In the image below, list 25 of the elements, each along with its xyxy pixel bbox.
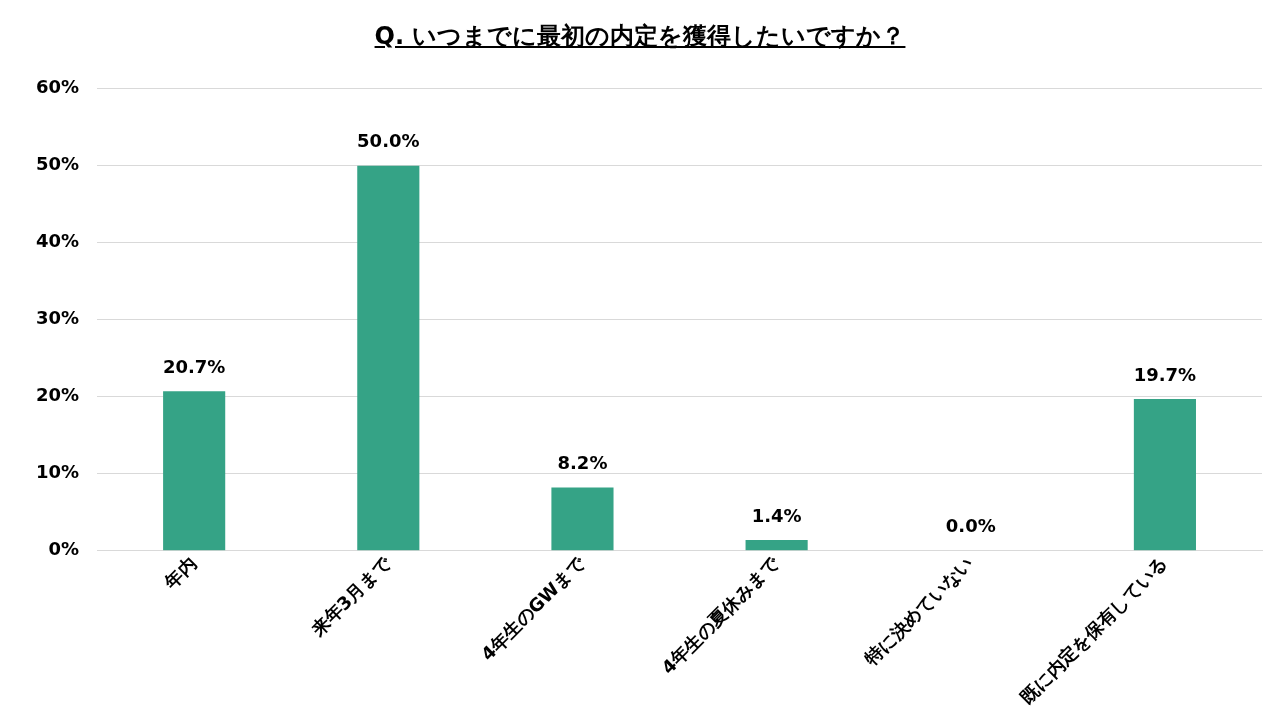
bar [551, 487, 614, 551]
data-label: 0.0% [945, 515, 996, 537]
y-tick-label: 20% [35, 384, 80, 406]
data-label: 19.7% [1133, 363, 1197, 385]
y-tick-label: 40% [35, 230, 80, 252]
x-tick-label: 4年生のGWまで [476, 551, 590, 665]
x-tick-label: 来年3月まで [306, 551, 396, 641]
x-tick-label: 年内 [159, 552, 201, 594]
data-label: 20.7% [162, 356, 226, 378]
x-tick-label: 4年生の夏休みまで [657, 551, 784, 679]
y-tick-label: 0% [48, 538, 80, 560]
bar [745, 539, 808, 551]
y-tick-label: 60% [35, 76, 80, 98]
x-tick-label: 特に決めていない [859, 552, 977, 671]
y-tick-label: 10% [35, 461, 80, 483]
bar [163, 391, 226, 551]
x-tick-label: 既に内定を保有している [1016, 552, 1172, 708]
bar [1133, 399, 1196, 551]
bar [357, 165, 420, 551]
chart-title: Q. いつまでに最初の内定を獲得したいですか？ [374, 22, 906, 50]
data-label: 1.4% [751, 504, 802, 526]
y-tick-label: 50% [35, 153, 80, 175]
data-label: 50.0% [357, 130, 420, 152]
data-label: 8.2% [557, 452, 608, 474]
y-tick-label: 30% [35, 307, 80, 329]
